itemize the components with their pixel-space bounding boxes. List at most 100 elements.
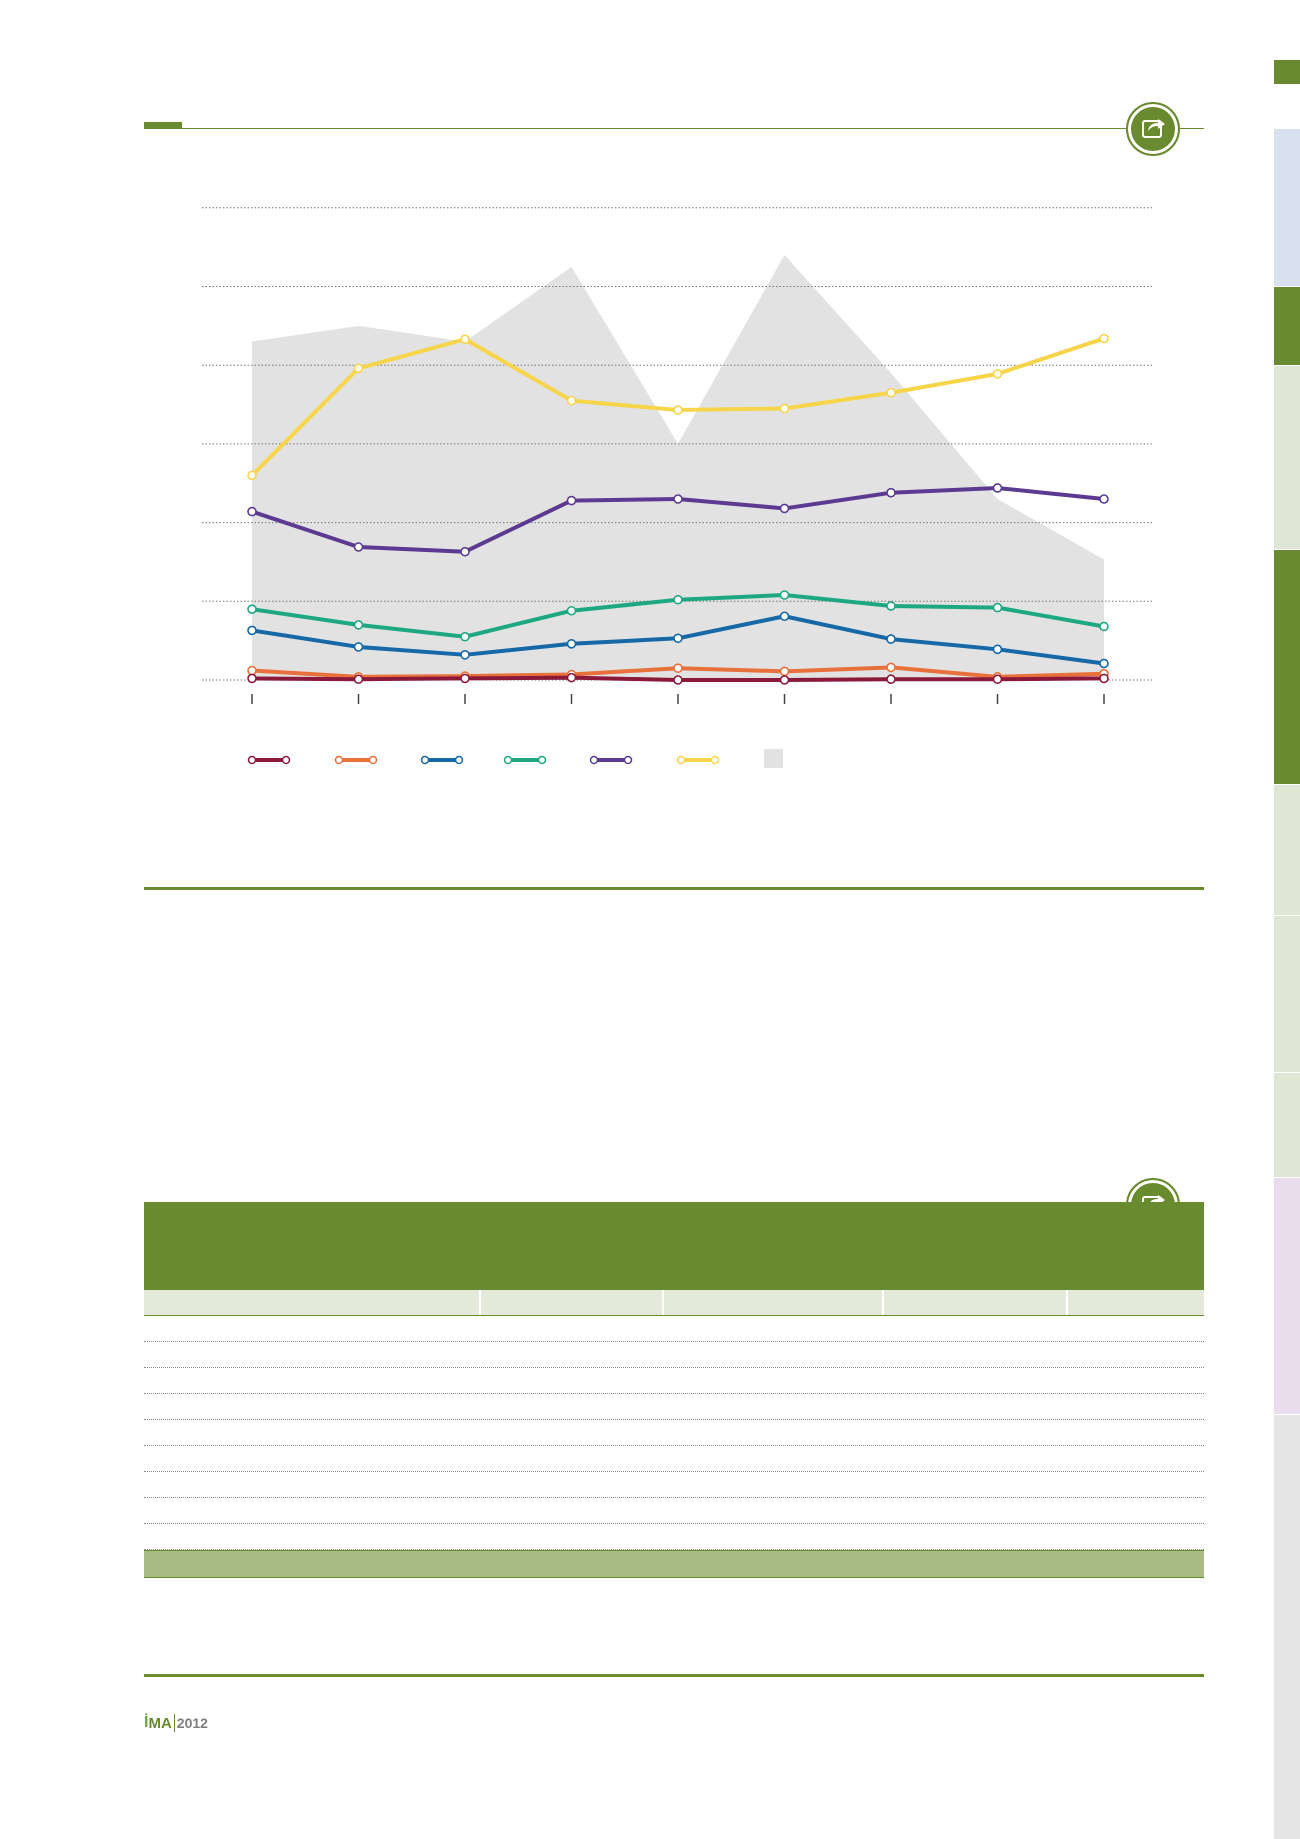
header-rule	[144, 128, 1204, 129]
legend-swatch-point	[420, 755, 430, 765]
series-point	[779, 503, 790, 514]
legend-swatch-point	[623, 755, 633, 765]
legend-swatch-area	[764, 749, 783, 768]
data-table	[144, 1202, 1204, 1578]
side-nav-seg-2[interactable]	[1274, 287, 1300, 365]
table-total-row	[144, 1550, 1204, 1578]
series-point	[460, 334, 470, 345]
side-nav-seg-4[interactable]	[1274, 550, 1300, 784]
chart-svg	[202, 207, 1152, 768]
series-point	[247, 665, 257, 676]
series-point	[779, 675, 790, 685]
series-point	[886, 662, 896, 673]
series-point	[353, 642, 364, 652]
series-point	[779, 611, 790, 622]
table-header-band	[144, 1202, 1204, 1290]
series-point	[992, 483, 1003, 493]
table-row	[144, 1368, 1204, 1394]
series-point	[1099, 333, 1109, 344]
table-col-header	[144, 1290, 481, 1315]
series-point	[886, 634, 896, 644]
table-row	[144, 1446, 1204, 1472]
section-divider	[144, 887, 1204, 890]
series-point	[779, 403, 790, 414]
publication-logo: İ MA 2012	[144, 1712, 208, 1734]
area-series	[252, 255, 1104, 680]
table-row	[144, 1394, 1204, 1420]
legend-swatch-point	[247, 755, 257, 765]
side-nav-seg-9[interactable]	[1274, 1415, 1300, 1839]
table-column-header-row	[144, 1290, 1204, 1316]
series-point	[886, 601, 896, 611]
logo-separator	[173, 1714, 175, 1732]
series-point	[1099, 658, 1109, 669]
table-row	[144, 1472, 1204, 1498]
series-point	[992, 369, 1003, 379]
series-point	[673, 494, 683, 504]
side-nav-seg-6[interactable]	[1274, 916, 1300, 1072]
series-point	[566, 395, 577, 406]
legend-swatch-point	[454, 755, 464, 765]
series-point	[886, 387, 896, 398]
series-point	[460, 546, 470, 557]
series-point	[673, 633, 683, 644]
series-point	[353, 620, 364, 630]
chart	[0, 0, 1300, 800]
report-year: 2012	[176, 1715, 208, 1731]
series-point	[353, 542, 364, 552]
series-point	[460, 631, 470, 642]
series-point	[673, 405, 683, 415]
series-point	[886, 487, 896, 498]
side-nav-seg-1[interactable]	[1274, 129, 1300, 286]
logo-prefix: İ	[144, 1714, 149, 1731]
section-tab-marker	[1274, 60, 1300, 84]
side-nav-seg-8[interactable]	[1274, 1178, 1300, 1414]
series-point	[1099, 494, 1109, 504]
series-point	[566, 672, 577, 683]
header-rule-accent	[144, 122, 182, 129]
legend-swatch-point	[537, 755, 547, 765]
side-nav-seg-5[interactable]	[1274, 785, 1300, 915]
share-button-chart[interactable]	[1126, 102, 1180, 156]
legend-swatch-point	[710, 755, 720, 765]
series-point	[460, 673, 470, 684]
legend-swatch-point	[503, 755, 513, 765]
series-point	[779, 590, 790, 600]
table-body	[144, 1316, 1204, 1550]
series-point	[779, 666, 790, 677]
series-point	[566, 638, 577, 649]
series-point	[673, 675, 683, 685]
legend-swatch-point	[334, 755, 344, 765]
series-point	[247, 625, 257, 636]
series-point	[992, 602, 1003, 613]
legend-swatch-point	[589, 755, 599, 765]
legend-swatch-point	[281, 755, 291, 765]
series-point	[247, 506, 257, 517]
side-nav-seg-7[interactable]	[1274, 1073, 1300, 1177]
table-col-header	[481, 1290, 665, 1315]
table-col-header	[884, 1290, 1068, 1315]
series-point	[247, 470, 257, 481]
legend-swatch-point	[368, 755, 378, 765]
table-row	[144, 1342, 1204, 1368]
series-point	[673, 663, 683, 673]
footer-rule	[144, 1674, 1204, 1677]
table-row	[144, 1524, 1204, 1550]
series-point	[460, 650, 470, 660]
share-icon	[1138, 112, 1168, 147]
series-point	[1099, 621, 1109, 632]
series-point	[886, 674, 896, 685]
logo-main: MA	[148, 1714, 172, 1732]
series-point	[247, 673, 257, 684]
table-row	[144, 1316, 1204, 1342]
series-point	[247, 604, 257, 614]
series-point	[992, 674, 1003, 685]
table-col-header	[664, 1290, 885, 1315]
series-point	[353, 363, 364, 374]
table-col-header	[1068, 1290, 1204, 1315]
side-nav-seg-3[interactable]	[1274, 366, 1300, 549]
series-point	[1099, 673, 1109, 684]
series-point	[566, 605, 577, 616]
table-row	[144, 1420, 1204, 1446]
table-row	[144, 1498, 1204, 1524]
